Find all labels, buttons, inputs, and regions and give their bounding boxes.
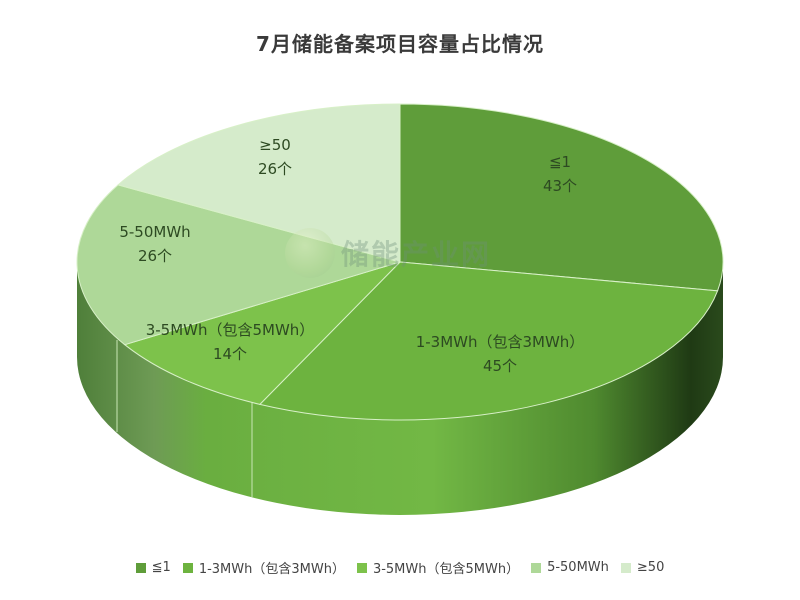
pie-slice[interactable]: [76, 184, 402, 346]
pie-side: [77, 262, 723, 515]
chart-title: 7月储能备案项目容量占比情况: [256, 32, 544, 56]
legend-item[interactable]: 5-50MWh: [531, 558, 609, 577]
legend-item[interactable]: 3-5MWh（包含5MWh）: [356, 558, 519, 577]
slice-label-ge50: ≥50 26个: [257, 136, 293, 178]
watermark: 储能产业网: [285, 228, 491, 278]
legend-swatch-icon: [135, 562, 146, 573]
watermark-text: 储能产业网: [341, 238, 492, 271]
legend-swatch-icon: [182, 562, 193, 573]
slice-label-le1: ≦1 43个: [542, 153, 578, 195]
slice-label-5-50: 5-50MWh 26个: [119, 223, 191, 265]
legend-swatch-icon: [531, 562, 542, 573]
pie-slice[interactable]: [258, 261, 719, 421]
slice-label-1-3: 1-3MWh（包含3MWh） 45个: [415, 333, 585, 375]
pie-slice[interactable]: [399, 103, 724, 292]
watermark-logo-icon: [285, 228, 335, 278]
slice-label-3-5: 3-5MWh（包含5MWh） 14个: [145, 321, 315, 363]
legend-item[interactable]: 1-3MWh（包含3MWh）: [182, 558, 345, 577]
legend-swatch-icon: [356, 562, 367, 573]
legend-item[interactable]: ≦1: [135, 558, 171, 577]
legend-swatch-icon: [620, 562, 631, 573]
pie-slice[interactable]: [123, 261, 401, 405]
pie-slice[interactable]: [117, 103, 401, 263]
legend: ≦1 1-3MWh（包含3MWh） 3-5MWh（包含5MWh） 5-50MWh…: [0, 558, 800, 577]
legend-item[interactable]: ≥50: [620, 558, 664, 577]
